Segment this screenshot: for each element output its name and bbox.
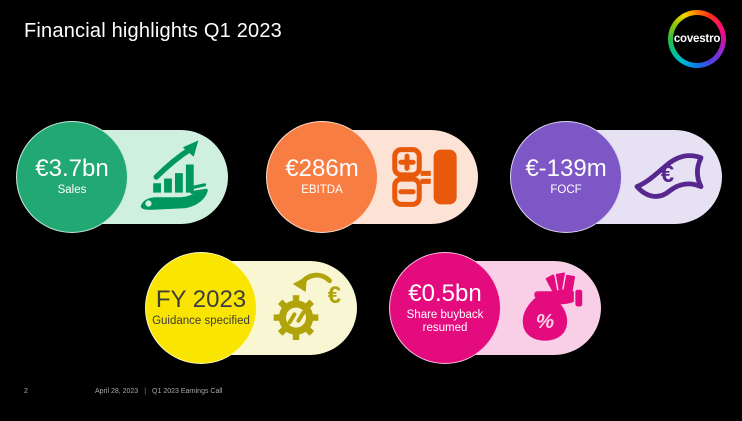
page-number: 2 (24, 388, 28, 395)
footer-separator: | (144, 388, 147, 395)
kpi-card-ebitda: €286m EBITDA (266, 121, 478, 233)
kpi-value: €286m (285, 155, 359, 183)
kpi-value: €-139m (525, 155, 607, 183)
kpi-label: FOCF (550, 184, 582, 197)
calculator-icon (382, 135, 468, 219)
kpi-bubble: €3.7bn Sales (16, 121, 128, 233)
svg-text:€: € (661, 161, 674, 188)
kpi-value: €3.7bn (35, 155, 109, 183)
kpi-value: €0.5bn (408, 279, 482, 307)
page-title: Financial highlights Q1 2023 (24, 20, 282, 42)
kpi-bubble: €0.5bn Share buyback resumed (389, 252, 501, 364)
banknote-euro-icon: € (626, 135, 712, 219)
kpi-label: Share buyback resumed (406, 308, 484, 335)
covestro-logo-ring-center: covestro (673, 15, 721, 63)
kpi-card-guidance: € FY 2023 Guidance specified (145, 252, 357, 364)
growth-hand-icon (132, 135, 218, 219)
svg-text:%: % (536, 310, 554, 333)
footer-date: April 28, 2023 (95, 388, 139, 395)
gear-euro-icon: € (261, 266, 347, 350)
footer-line: April 28, 2023 | Q1 2023 Earnings Call (95, 388, 222, 395)
kpi-bubble: €-139m FOCF (510, 121, 622, 233)
kpi-bubble: FY 2023 Guidance specified (145, 252, 257, 364)
kpi-card-focf: € €-139m FOCF (510, 121, 722, 233)
covestro-logo: covestro (668, 10, 726, 68)
kpi-label: Guidance specified (152, 315, 250, 328)
kpi-card-buyback: % €0.5bn Share buyback resumed (389, 252, 601, 364)
footer-event: Q1 2023 Earnings Call (152, 388, 223, 395)
kpi-label: Sales (57, 184, 87, 197)
kpi-label: EBITDA (301, 184, 343, 197)
svg-text:€: € (328, 282, 341, 309)
covestro-logo-text: covestro (673, 33, 721, 45)
kpi-card-sales: €3.7bn Sales (16, 121, 228, 233)
kpi-bubble: €286m EBITDA (266, 121, 378, 233)
kpi-value: FY 2023 (155, 286, 247, 314)
money-bag-icon: % (505, 266, 591, 350)
